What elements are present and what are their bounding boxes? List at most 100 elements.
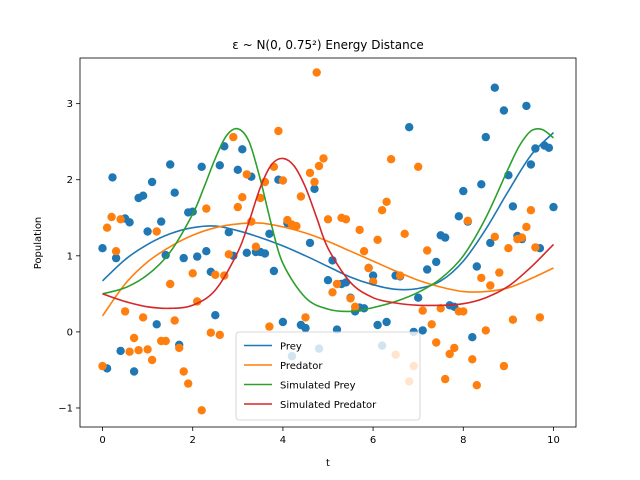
prey-points-marker-6	[125, 218, 134, 227]
predator-points-marker-9	[138, 313, 148, 322]
predator-points-marker-90	[499, 361, 509, 371]
predator-points-marker-74	[427, 320, 436, 329]
predator-points-marker-92	[508, 315, 518, 324]
predator-points-marker-1	[102, 223, 112, 232]
prey-points-marker-67	[418, 326, 427, 335]
predator-points-marker-4	[116, 215, 125, 224]
prey-points-marker-38	[269, 266, 279, 276]
predator-points-marker-17	[175, 343, 184, 353]
predator-points-marker-23	[202, 204, 211, 213]
prey-points-marker-71	[441, 233, 450, 242]
y-axis: −1 0 1 2 3	[58, 99, 80, 414]
series-line-0	[101, 132, 555, 291]
legend-label: Simulated Predator	[280, 400, 377, 411]
predator-points-marker-51	[323, 215, 333, 224]
prey-points-marker-48	[323, 276, 333, 285]
prey-points-marker-21	[193, 252, 202, 261]
predator-points-marker-89	[495, 268, 504, 277]
predator-points-marker-95	[522, 222, 531, 232]
predator-points-marker-65	[386, 155, 396, 164]
predator-points-marker-77	[441, 374, 450, 384]
predator-points-marker-32	[242, 170, 251, 179]
predator-points-marker-20	[188, 269, 197, 278]
prey-points-marker-69	[432, 257, 441, 267]
y-tick-label: 3	[67, 99, 73, 110]
predator-points-marker-97	[531, 243, 540, 252]
prey-points-marker-3	[111, 253, 121, 263]
prey-points-marker-26	[215, 161, 224, 170]
legend-label: Predator	[280, 361, 323, 372]
predator-points-marker-39	[274, 126, 283, 136]
chart-title: ε ~ N(0, 0.75²) Energy Distance	[232, 38, 423, 52]
predator-points-marker-3	[111, 247, 121, 256]
prey-points-marker-13	[157, 217, 166, 226]
y-tick-label: 2	[67, 175, 73, 186]
plot-area	[98, 68, 558, 415]
prey-points-marker-75	[459, 186, 468, 196]
predator-points-marker-16	[170, 316, 179, 325]
prey-points-marker-85	[508, 202, 518, 211]
prey-points-marker-88	[522, 101, 531, 111]
predator-points-marker-72	[418, 306, 427, 315]
y-tick-label: −1	[58, 403, 73, 414]
predator-points-marker-81	[459, 307, 468, 316]
prey-points-marker-74	[454, 212, 463, 221]
legend: Prey Predator Simulated Prey Simulated Pred…	[235, 331, 421, 421]
legend-label: Prey	[280, 342, 302, 353]
predator-points-marker-85	[477, 273, 486, 283]
predator-points-marker-12	[152, 227, 161, 236]
axes-frame	[79, 57, 577, 428]
predator-points-marker-48	[312, 68, 321, 77]
x-tick-label: 0	[99, 435, 105, 446]
prey-points-marker-64	[405, 123, 414, 132]
predator-points-marker-63	[377, 206, 387, 215]
y-axis-label: Population	[33, 217, 44, 270]
predator-points-marker-34	[251, 242, 261, 251]
prey-points-marker-46	[310, 184, 319, 194]
predator-points-marker-18	[179, 367, 188, 376]
prey-points-marker-22	[197, 162, 206, 171]
predator-points-marker-59	[359, 247, 369, 256]
predator-points-marker-10	[143, 345, 152, 354]
y-tick-label: 0	[67, 327, 73, 338]
predator-points-marker-50	[319, 154, 328, 163]
prey-points-marker-15	[166, 160, 175, 169]
prey-points-marker-59	[373, 320, 382, 330]
predator-points-marker-30	[233, 202, 242, 212]
predator-points-marker-73	[423, 246, 432, 255]
prey-points-marker-12	[152, 320, 161, 329]
predator-points-marker-26	[215, 330, 224, 340]
predator-points-marker-14	[161, 336, 170, 346]
predator-points-marker-94	[517, 233, 527, 242]
prey-points-marker-81	[486, 238, 495, 248]
predator-points-marker-82	[463, 216, 472, 225]
predator-points-marker-24	[206, 328, 215, 337]
predator-points-marker-49	[314, 161, 324, 171]
predator-points-marker-29	[229, 132, 238, 142]
predator-points-marker-71	[414, 162, 423, 171]
prey-points-marker-37	[265, 229, 274, 238]
predator-points-marker-46	[305, 168, 315, 178]
prey-points-marker-4	[116, 346, 125, 356]
predator-points-marker-43	[292, 221, 301, 231]
predator-points-marker-45	[301, 313, 310, 322]
predator-points-marker-35	[256, 193, 265, 203]
predator-points-marker-87	[486, 281, 495, 290]
prey-points-marker-49	[328, 256, 337, 265]
prey-points-marker-80	[481, 132, 490, 142]
prey-points-marker-61	[382, 317, 391, 327]
predator-points-marker-2	[107, 212, 116, 222]
prey-points-marker-40	[278, 317, 288, 327]
prey-points-marker-94	[549, 202, 558, 212]
predator-points-marker-40	[278, 176, 288, 185]
prey-points-marker-66	[414, 293, 423, 302]
predator-points-marker-44	[296, 192, 306, 201]
series-line-2	[102, 127, 554, 313]
prey-points-marker-90	[531, 144, 540, 153]
predator-points-marker-22	[197, 406, 206, 415]
prey-points-marker-82	[490, 83, 499, 92]
prey-points-marker-77	[468, 333, 477, 342]
predator-points-marker-11	[147, 355, 157, 365]
predator-points-marker-31	[238, 193, 247, 202]
predator-points-marker-25	[211, 270, 220, 279]
